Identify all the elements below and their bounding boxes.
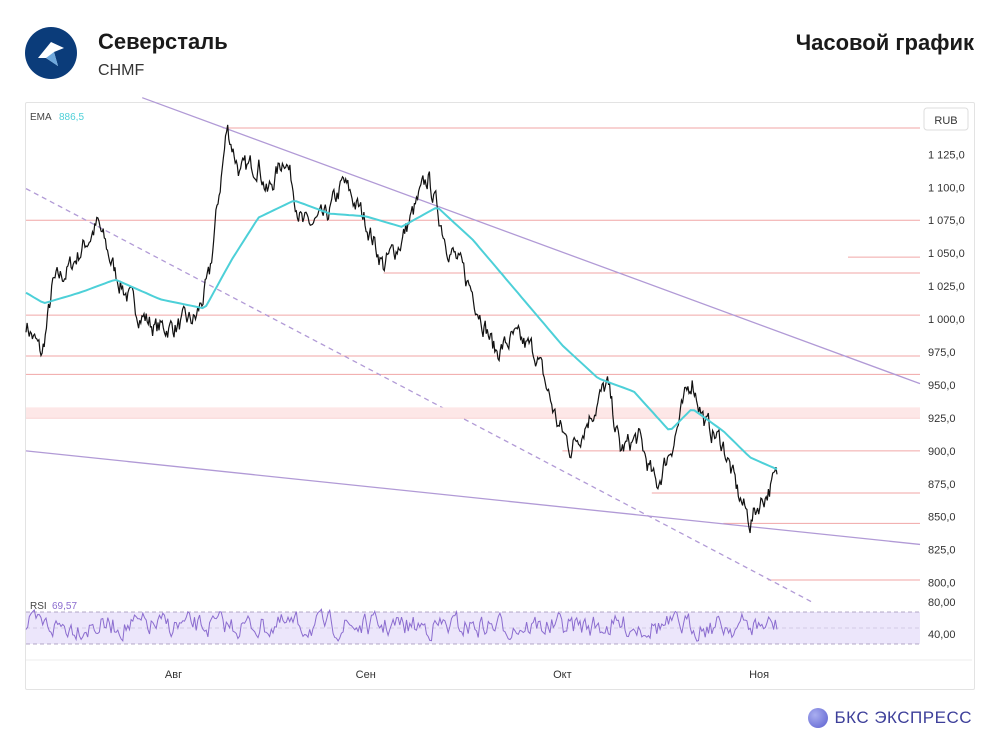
- rsi-value: 69,57: [52, 601, 77, 612]
- x-tick-label: Окт: [553, 669, 572, 681]
- rsi-label: RSI: [30, 601, 47, 612]
- ticker-symbol: CHMF: [98, 62, 145, 79]
- x-tick-label: Авг: [165, 669, 182, 681]
- chart-timeframe-title: Часовой график: [795, 30, 974, 55]
- bcs-express-brand: БКС ЭКСПРЕСС: [808, 708, 972, 728]
- y-tick-label: 1 000,0: [928, 314, 965, 326]
- y-tick-label: 875,0: [928, 479, 956, 491]
- y-tick-label: 825,0: [928, 545, 956, 557]
- bcs-logo-icon: [808, 708, 829, 728]
- trendline-0: [141, 97, 921, 385]
- ema-series: [25, 200, 778, 471]
- rsi-tick-40: 40,00: [928, 629, 956, 641]
- y-tick-label: 900,0: [928, 446, 956, 458]
- y-tick-label: 1 125,0: [928, 149, 965, 161]
- price-chart: 1 125,0 1 100,0 1 075,0 1 050,0 1 025,0 1 000…: [25, 97, 972, 681]
- y-tick-label: 1 025,0: [928, 281, 965, 293]
- severstal-logo: [25, 27, 77, 79]
- y-tick-label: 975,0: [928, 347, 956, 359]
- price-series: [25, 124, 778, 534]
- ema-value: 886,5: [59, 112, 84, 123]
- trendlines: [25, 97, 921, 603]
- x-tick-label: Сен: [356, 669, 376, 681]
- rsi-tick-80: 80,00: [928, 597, 956, 609]
- company-name: Северсталь: [98, 29, 228, 54]
- y-tick-label: 925,0: [928, 413, 956, 425]
- trendline-2: [25, 188, 814, 603]
- ema-label: EMA: [30, 112, 52, 123]
- x-axis: Авг Сен Окт Ноя: [165, 669, 769, 681]
- horizontal-levels: [26, 127, 920, 581]
- y-tick-label: 800,0: [928, 578, 956, 590]
- chart-panel: [25, 102, 975, 690]
- y-tick-label: 850,0: [928, 512, 956, 524]
- x-tick-label: Ноя: [749, 669, 769, 681]
- rsi-series: [25, 608, 778, 642]
- currency-label: RUB: [934, 115, 957, 127]
- y-tick-label: 1 075,0: [928, 215, 965, 227]
- trendline-1: [25, 450, 921, 546]
- y-tick-label: 950,0: [928, 380, 956, 392]
- y-axis: 1 125,0 1 100,0 1 075,0 1 050,0 1 025,0 1 000…: [928, 149, 965, 589]
- currency-box: [923, 107, 969, 131]
- y-tick-label: 1 100,0: [928, 182, 965, 194]
- brand-text: БКС ЭКСПРЕСС: [834, 708, 972, 727]
- resistance-zone: [26, 407, 920, 418]
- y-tick-label: 1 050,0: [928, 248, 965, 260]
